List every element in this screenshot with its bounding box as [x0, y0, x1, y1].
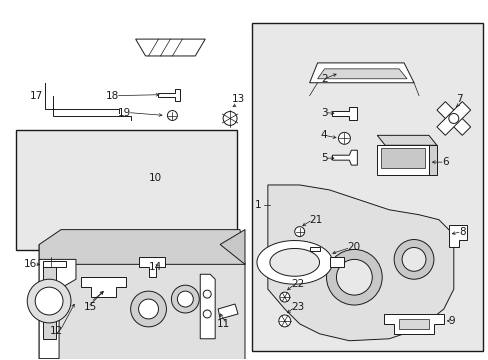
Polygon shape — [39, 244, 244, 360]
Bar — [16, 130, 237, 249]
Circle shape — [401, 247, 425, 271]
Text: 23: 23 — [291, 302, 305, 312]
Text: 19: 19 — [117, 108, 130, 117]
Bar — [381, 148, 424, 168]
Circle shape — [338, 132, 350, 144]
Circle shape — [223, 112, 237, 125]
Polygon shape — [436, 102, 470, 135]
Circle shape — [138, 299, 158, 319]
Text: 9: 9 — [448, 316, 454, 326]
Polygon shape — [81, 277, 125, 297]
Text: 8: 8 — [458, 226, 465, 237]
Text: 4: 4 — [320, 130, 327, 140]
Circle shape — [326, 249, 382, 305]
Polygon shape — [257, 240, 332, 284]
Circle shape — [294, 227, 304, 237]
Text: 17: 17 — [30, 91, 43, 101]
Polygon shape — [332, 107, 357, 121]
Text: 18: 18 — [105, 91, 119, 101]
Polygon shape — [43, 261, 66, 267]
Polygon shape — [135, 39, 205, 56]
Polygon shape — [200, 274, 215, 339]
Text: 1: 1 — [255, 200, 262, 210]
Bar — [251, 23, 482, 351]
Text: 22: 22 — [291, 279, 305, 289]
Text: 5: 5 — [320, 153, 327, 163]
Polygon shape — [138, 257, 165, 277]
Circle shape — [35, 287, 63, 315]
Text: 20: 20 — [346, 243, 360, 252]
Polygon shape — [39, 230, 244, 264]
Polygon shape — [267, 185, 453, 341]
Circle shape — [336, 260, 371, 295]
Text: 15: 15 — [84, 302, 97, 312]
Circle shape — [27, 279, 71, 323]
Text: 3: 3 — [320, 108, 327, 117]
Polygon shape — [220, 230, 244, 264]
Polygon shape — [269, 248, 319, 276]
Polygon shape — [317, 69, 406, 79]
Polygon shape — [158, 89, 180, 100]
Polygon shape — [384, 314, 443, 334]
Polygon shape — [218, 304, 238, 319]
Polygon shape — [43, 264, 56, 339]
Polygon shape — [448, 225, 466, 247]
Polygon shape — [436, 102, 470, 135]
Text: 7: 7 — [455, 94, 462, 104]
Text: 2: 2 — [320, 74, 327, 84]
Polygon shape — [332, 150, 357, 165]
Text: 10: 10 — [149, 173, 162, 183]
Polygon shape — [39, 260, 76, 359]
Circle shape — [171, 285, 199, 313]
Polygon shape — [309, 247, 319, 251]
Polygon shape — [309, 63, 413, 83]
Circle shape — [203, 290, 211, 298]
Text: 13: 13 — [231, 94, 244, 104]
Bar — [398, 319, 428, 329]
Circle shape — [167, 111, 177, 121]
Text: 11: 11 — [216, 319, 230, 329]
Text: 14: 14 — [149, 262, 162, 272]
Text: 12: 12 — [50, 326, 63, 336]
Polygon shape — [39, 244, 61, 360]
Polygon shape — [376, 135, 436, 145]
Text: 6: 6 — [441, 157, 447, 167]
Circle shape — [393, 239, 433, 279]
Text: 16: 16 — [24, 259, 37, 269]
Circle shape — [279, 292, 289, 302]
Text: 21: 21 — [309, 215, 322, 225]
Circle shape — [448, 113, 458, 123]
Polygon shape — [329, 257, 344, 267]
Circle shape — [130, 291, 166, 327]
Circle shape — [177, 291, 193, 307]
Polygon shape — [428, 145, 436, 175]
Circle shape — [278, 315, 290, 327]
Circle shape — [203, 310, 211, 318]
Polygon shape — [376, 145, 428, 175]
